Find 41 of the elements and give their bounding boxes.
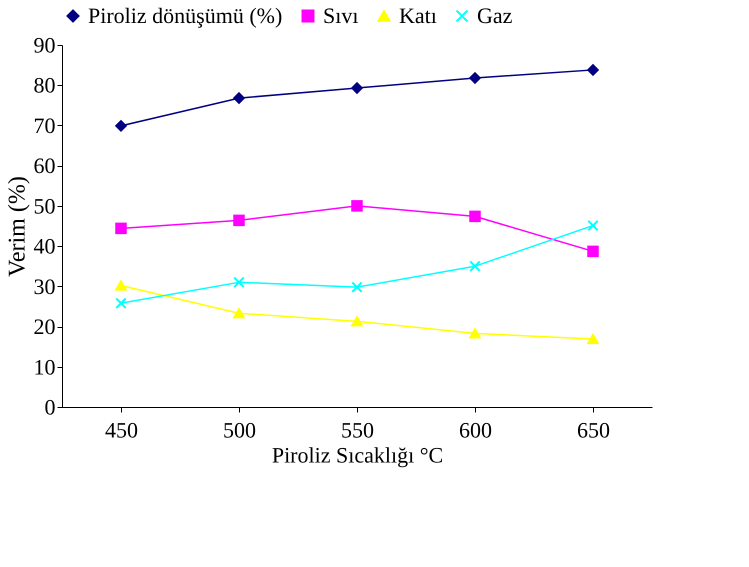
point [115,222,127,234]
point [351,316,363,326]
y-tick-label: 80 [34,72,56,98]
x-axis-title: Piroliz Sıcaklığı °C [272,442,444,468]
point [469,210,481,222]
x-tick-label: 650 [577,418,610,442]
point [469,260,481,272]
point [469,328,481,338]
y-tick-label: 0 [44,394,56,420]
y-tick-label: 60 [34,153,56,178]
point [469,72,481,84]
y-tick-label: 50 [34,193,56,218]
point [351,200,363,212]
point [233,92,245,104]
y-tick-label: 30 [34,274,56,299]
point [233,276,245,288]
point [115,120,127,132]
y-tick-label: 20 [34,314,56,340]
point [351,82,363,94]
legend-label: Katı [399,3,437,28]
y-tick-label: 10 [34,354,56,380]
legend-label: Sıvı [323,3,358,28]
legend-label: Gaz [477,3,513,28]
point [233,214,245,226]
x-tick-label: 550 [341,418,374,442]
y-tick-label: 90 [34,32,56,58]
y-axis-title: Verim (%) [4,176,30,277]
point [587,334,599,344]
point [587,64,599,76]
x-tick-label: 500 [223,418,256,442]
point [587,220,599,232]
point [587,246,599,258]
point [351,281,363,293]
legend-label: Piroliz dönüşümü (%) [88,3,282,28]
point [115,297,127,309]
x-tick-label: 600 [459,418,492,442]
y-tick-label: 70 [34,112,56,138]
point [233,308,245,318]
y-tick-label: 40 [34,234,56,259]
x-tick-label: 450 [105,418,138,442]
point [115,280,127,291]
